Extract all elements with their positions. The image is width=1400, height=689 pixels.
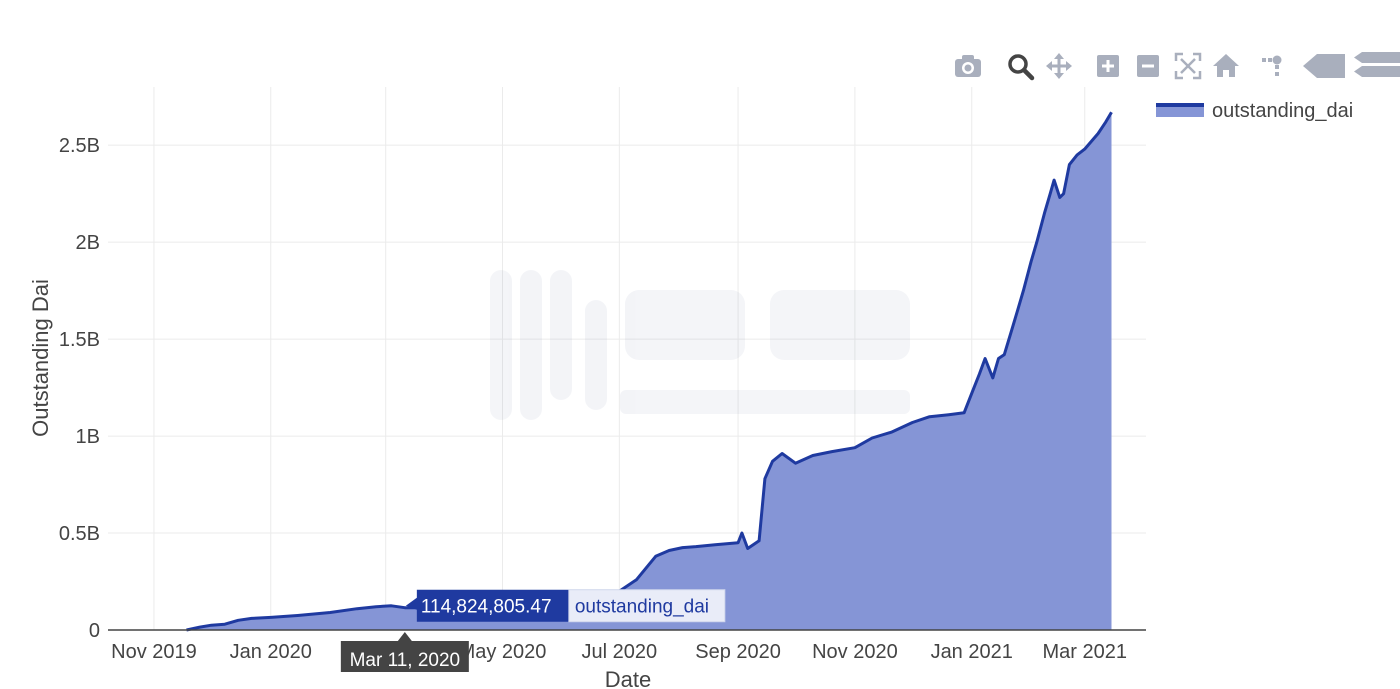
x-tick-label: Nov 2019: [111, 641, 197, 663]
zoom-in-icon[interactable]: [1097, 55, 1119, 77]
hover-series-box: [568, 589, 726, 623]
autoscale-icon[interactable]: [1174, 52, 1202, 80]
y-axis-title: Outstanding Dai: [28, 279, 53, 437]
series-area: [186, 111, 1113, 632]
y-tick-label: 2B: [76, 232, 100, 254]
x-tick-label: Nov 2020: [812, 641, 898, 663]
modebar[interactable]: [955, 52, 1400, 81]
watermark: [490, 270, 910, 420]
x-tick-label: Jan 2021: [931, 641, 1013, 663]
pan-icon[interactable]: [1046, 53, 1072, 79]
spike-lines-icon[interactable]: [1262, 55, 1282, 77]
x-tick-label: Mar 2021: [1042, 641, 1127, 663]
camera-icon[interactable]: [955, 55, 981, 77]
x-tick-label: May 2020: [459, 641, 547, 663]
hover-compare-icon[interactable]: [1354, 52, 1400, 77]
hover-value-text: 114,824,805.47: [421, 597, 552, 618]
hover-tooltip: 114,824,805.47 outstanding_dai Mar 11, 2…: [340, 589, 726, 672]
y-tick-label: 2.5B: [59, 135, 100, 157]
x-tick-label: Sep 2020: [695, 641, 781, 663]
legend[interactable]: outstanding_dai: [1156, 100, 1353, 122]
zoom-icon[interactable]: [1008, 54, 1035, 81]
y-tick-label: 1.5B: [59, 329, 100, 351]
x-axis-title: Date: [605, 667, 651, 689]
legend-item-outstanding-dai[interactable]: outstanding_dai: [1212, 100, 1353, 122]
hover-date-text: Mar 11, 2020: [350, 650, 461, 671]
hover-date-box: [340, 632, 469, 672]
series-line: [186, 111, 1113, 632]
x-tick-label: Jan 2020: [230, 641, 312, 663]
series-area-fill: [186, 112, 1112, 630]
x-tick-label: Jul 2020: [582, 641, 658, 663]
y-tick-label: 0: [89, 620, 100, 642]
zoom-out-icon[interactable]: [1137, 55, 1159, 77]
reset-axes-icon[interactable]: [1213, 54, 1239, 77]
hover-closest-icon[interactable]: [1303, 54, 1345, 78]
hover-value-box: [405, 589, 569, 622]
hover-series-text: outstanding_dai: [575, 597, 709, 618]
y-tick-label: 0.5B: [59, 523, 100, 545]
y-tick-label: 1B: [76, 426, 100, 448]
